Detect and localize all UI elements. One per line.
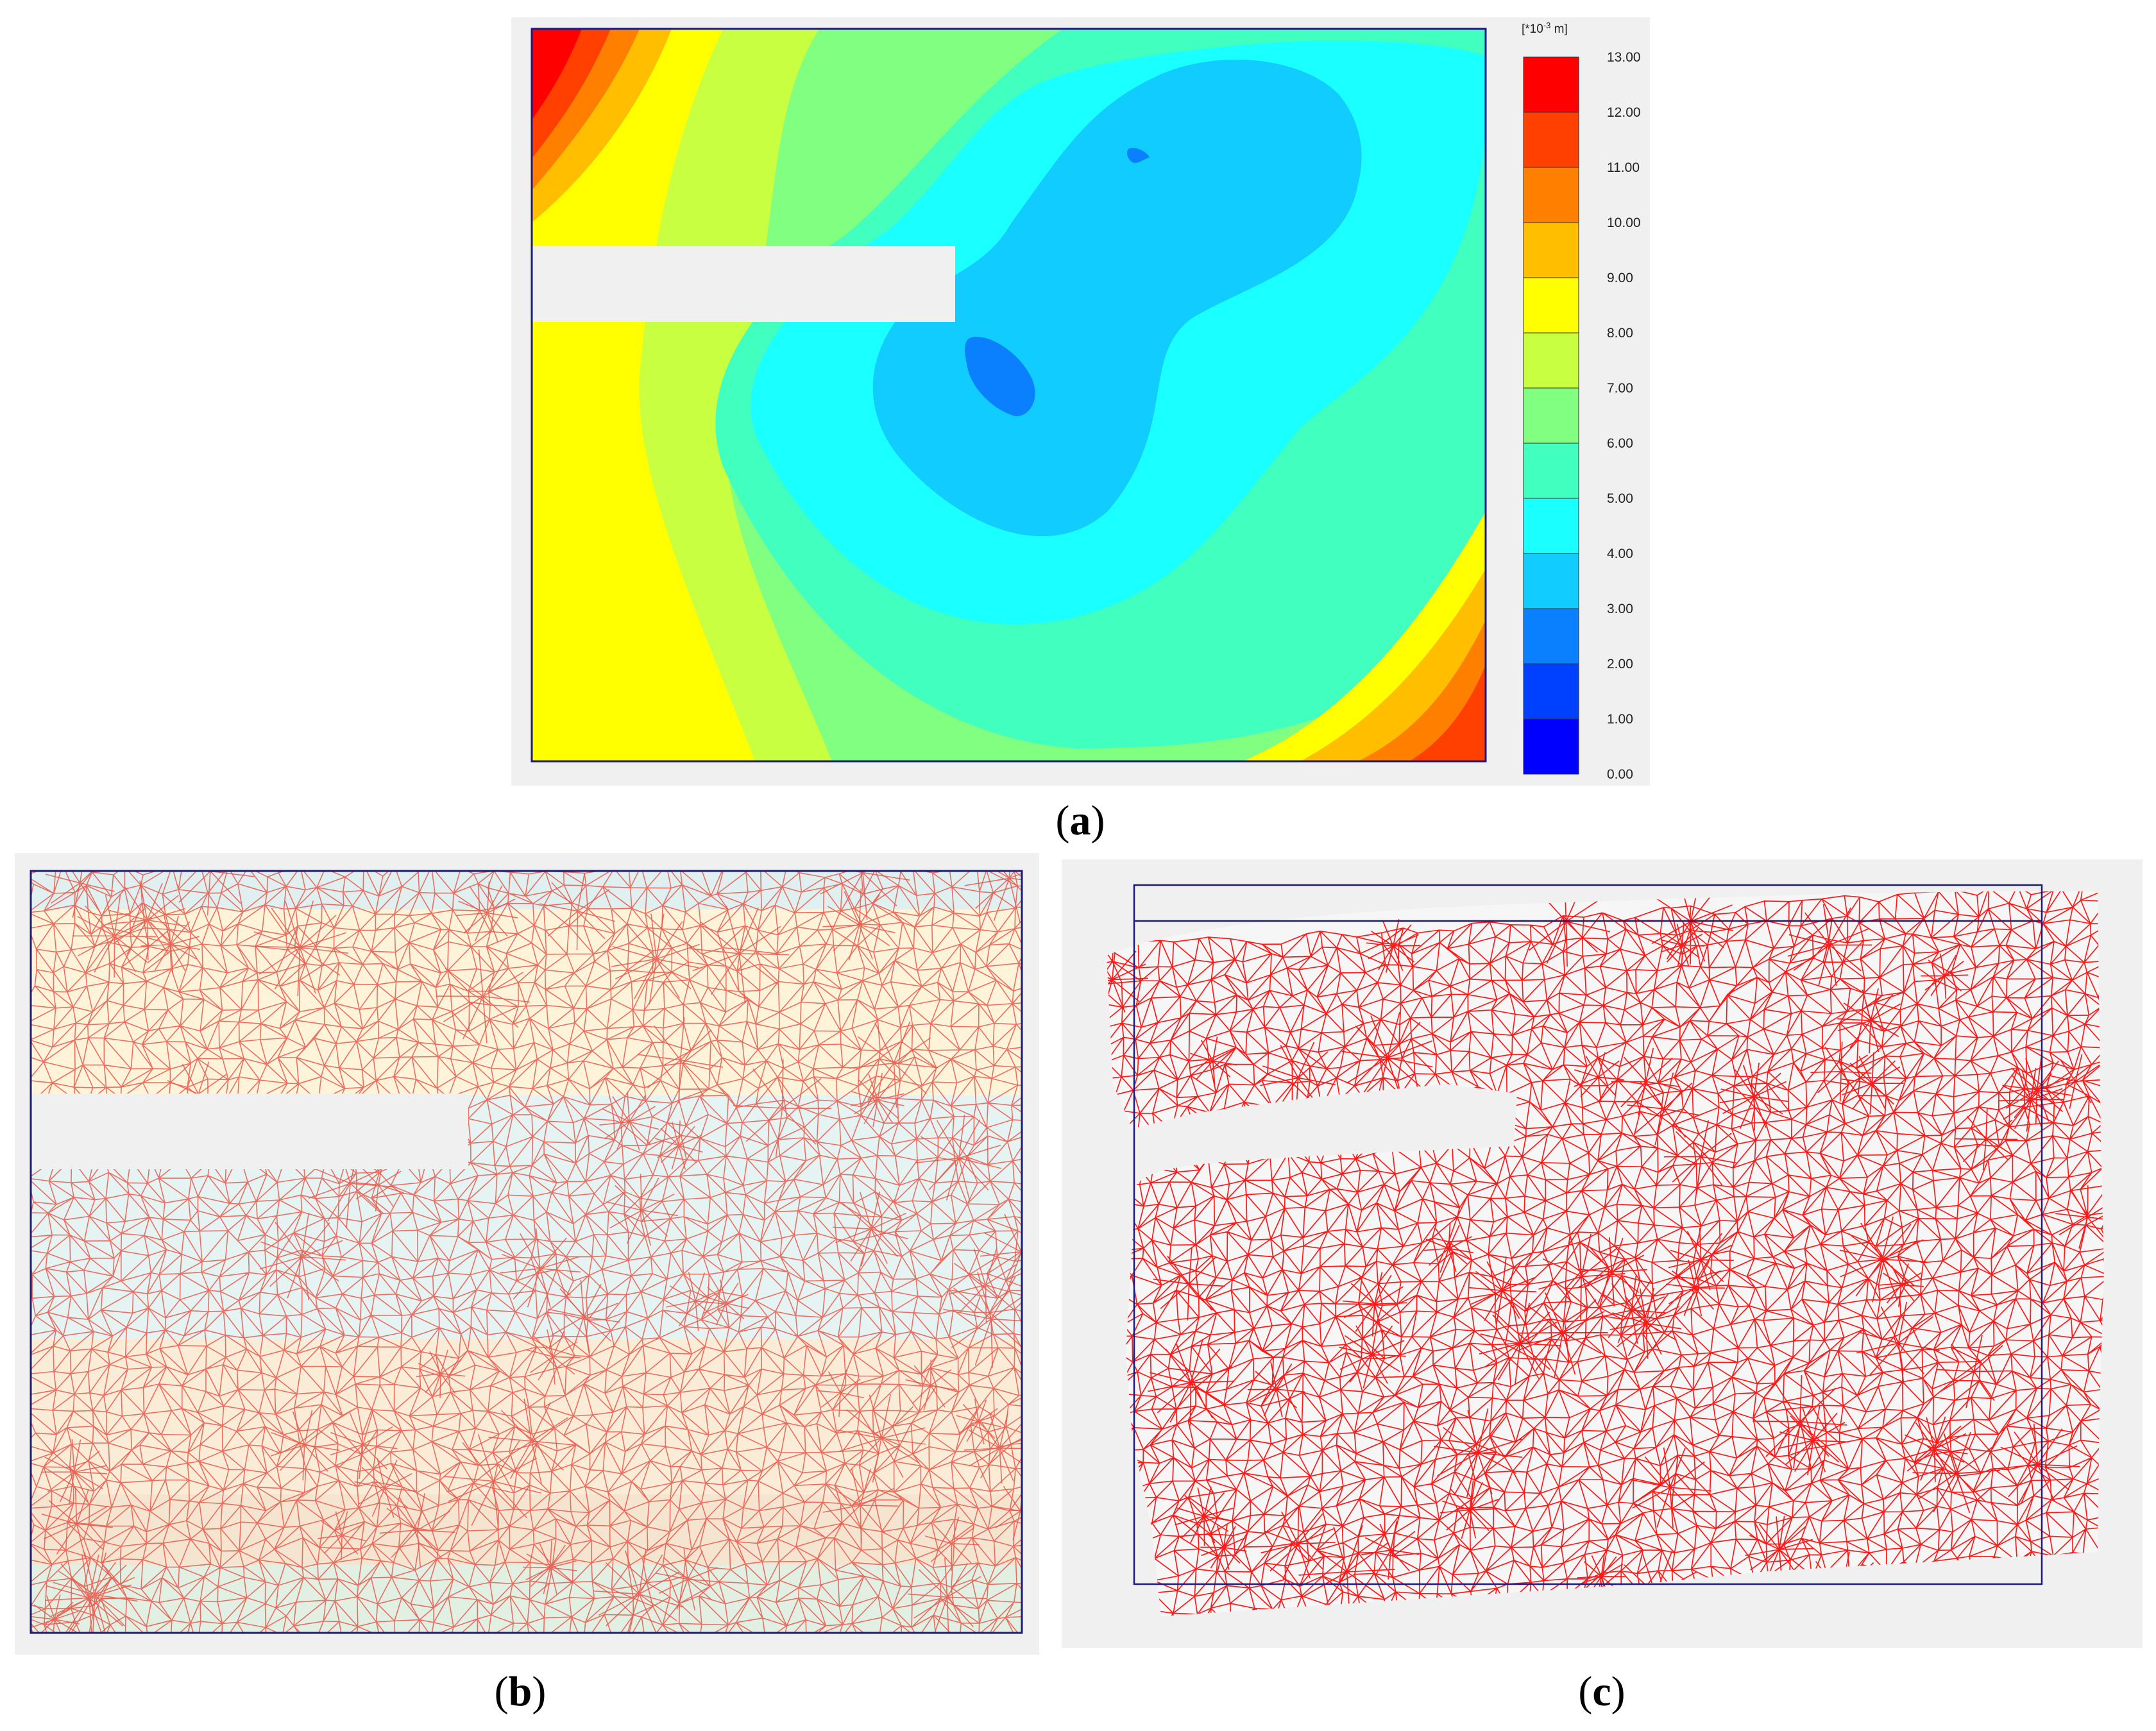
mesh-lines [31,871,1022,1633]
legend-swatch [1523,443,1579,499]
legend-swatch [1523,56,1579,113]
model-boundary [30,870,1023,1634]
legend-swatch [1523,608,1579,664]
color-legend: 13.00 12.00 11.00 10.00 9.00 8.00 7.00 6.00 5.00… [1523,50,1641,782]
legend-value: 6.00 [1607,436,1633,451]
deformed-mesh-svg [1107,884,2104,1616]
contour-svg: 13.00 12.00 11.00 10.00 9.00 8.00 7.00 6.00 5.00… [531,21,1641,782]
legend-value: 0.00 [1607,767,1633,782]
legend-value: 10.00 [1607,215,1641,230]
legend-value: 3.00 [1607,602,1633,616]
legend-value: 13.00 [1607,50,1641,65]
mesh-refinement-nodes [1107,891,2104,1616]
legend-swatch [1523,498,1579,554]
panel-c-deformed-mesh [1062,859,2143,1648]
mesh-svg [30,870,1023,1634]
model-boundary [531,28,1487,763]
legend-swatch [1523,222,1579,278]
legend-value: 4.00 [1607,546,1633,561]
caption-a: (a) [1055,797,1105,844]
legend-value: 2.00 [1607,657,1633,671]
mesh-refinement-nodes [31,871,1022,1633]
tunnel-cutout [31,1093,468,1169]
legend-value: 5.00 [1607,491,1633,506]
legend-unit-label: [*10-3 m] [1522,21,1568,36]
legend-swatch [1523,167,1579,223]
legend-value: 11.00 [1607,160,1640,175]
original-boundary [1133,884,2043,1585]
caption-b: (b) [494,1668,547,1715]
legend-swatch [1523,553,1579,609]
panel-a-contour-plot: 13.00 12.00 11.00 10.00 9.00 8.00 7.00 6.00 5.00… [511,17,1650,786]
panel-b-mesh [15,853,1039,1655]
legend-swatch [1523,663,1579,720]
legend-value: 7.00 [1607,381,1633,396]
caption-c: (c) [1578,1668,1625,1715]
legend-value: 1.00 [1607,712,1633,727]
legend-value: 9.00 [1607,271,1633,285]
legend-swatch [1523,387,1579,444]
legend-swatch [1523,718,1579,775]
mesh-element-edges [31,871,1022,1633]
legend-swatch [1523,332,1579,389]
contour-field [532,29,1486,761]
tunnel-cutout [532,246,955,322]
legend-swatch [1523,112,1579,168]
legend-value: 12.00 [1607,105,1641,120]
legend-value: 8.00 [1607,326,1633,341]
legend-swatch [1523,277,1579,334]
